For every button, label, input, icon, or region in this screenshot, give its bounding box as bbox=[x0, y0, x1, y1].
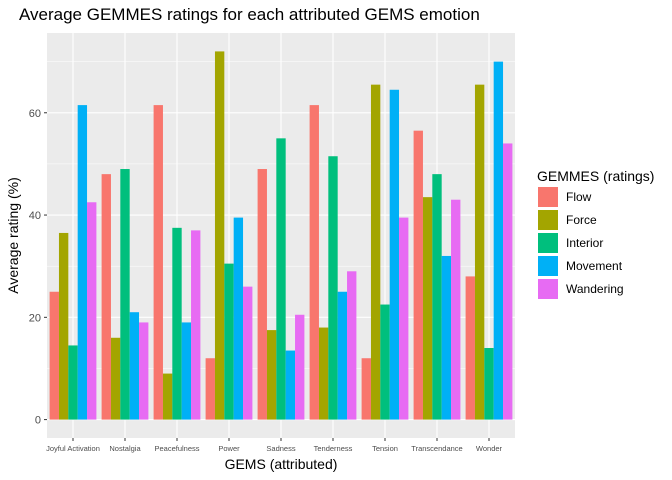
legend-swatch bbox=[538, 187, 558, 207]
legend-label: Wandering bbox=[566, 282, 624, 296]
bar bbox=[101, 174, 111, 420]
legend-label: Flow bbox=[566, 190, 592, 204]
bar bbox=[399, 217, 409, 420]
bar bbox=[432, 174, 442, 420]
y-tick-label: 60 bbox=[29, 108, 41, 120]
bar bbox=[422, 197, 433, 420]
bar bbox=[493, 61, 504, 420]
bar bbox=[413, 130, 423, 420]
bar bbox=[318, 327, 329, 420]
bars bbox=[49, 51, 513, 420]
bar bbox=[191, 230, 201, 420]
y-tick-label: 0 bbox=[35, 415, 41, 427]
bar bbox=[328, 156, 338, 420]
bar bbox=[139, 322, 149, 420]
x-tick-label: Sadness bbox=[266, 444, 295, 453]
x-tick-label: Transcendance bbox=[411, 444, 462, 453]
bar bbox=[243, 286, 253, 420]
legend: GEMMES (ratings) Flow Force Interior Moveme… bbox=[537, 168, 654, 299]
bar bbox=[337, 291, 348, 420]
bar bbox=[205, 358, 215, 420]
bar bbox=[389, 89, 400, 420]
bar bbox=[451, 199, 461, 420]
bar bbox=[380, 304, 390, 420]
bar bbox=[276, 138, 286, 420]
y-axis: 0 20 40 60 bbox=[29, 108, 47, 427]
legend-swatch bbox=[538, 233, 558, 253]
bar bbox=[465, 276, 475, 420]
x-tick-label: Joyful Activation bbox=[46, 444, 100, 453]
bar bbox=[285, 350, 296, 420]
legend-swatch bbox=[538, 256, 558, 276]
bar bbox=[172, 227, 182, 420]
bar bbox=[110, 337, 121, 420]
bar bbox=[224, 263, 234, 420]
x-axis: Joyful Activation Nostalgia Peacefulness Po… bbox=[46, 438, 503, 453]
bar bbox=[129, 312, 140, 420]
legend-label: Interior bbox=[566, 236, 603, 250]
bar bbox=[68, 345, 78, 420]
x-axis-title: GEMS (attributed) bbox=[225, 456, 338, 472]
bar bbox=[347, 271, 357, 420]
y-tick-label: 40 bbox=[29, 210, 41, 222]
x-tick-label: Tension bbox=[372, 444, 398, 453]
x-tick-label: Tenderness bbox=[314, 444, 353, 453]
legend-label: Movement bbox=[566, 259, 623, 273]
bar bbox=[503, 143, 513, 420]
bar bbox=[257, 169, 267, 420]
bar bbox=[153, 105, 163, 420]
bar bbox=[309, 105, 319, 420]
x-tick-label: Wonder bbox=[476, 444, 503, 453]
bar bbox=[233, 217, 244, 420]
bar bbox=[77, 105, 88, 420]
bar bbox=[370, 84, 381, 420]
bar bbox=[162, 373, 173, 420]
x-tick-label: Power bbox=[218, 444, 240, 453]
legend-title: GEMMES (ratings) bbox=[537, 168, 654, 184]
bar bbox=[484, 348, 494, 420]
chart-title: Average GEMMES ratings for each attribut… bbox=[19, 5, 480, 24]
bar bbox=[49, 291, 59, 420]
legend-label: Force bbox=[566, 213, 597, 227]
bar bbox=[441, 255, 452, 420]
bar bbox=[214, 51, 225, 420]
bar bbox=[181, 322, 192, 420]
bar bbox=[361, 358, 371, 420]
bar bbox=[474, 84, 485, 420]
x-tick-label: Peacefulness bbox=[154, 444, 199, 453]
legend-swatch bbox=[538, 210, 558, 230]
bar bbox=[120, 169, 130, 420]
legend-swatch bbox=[538, 279, 558, 299]
x-tick-label: Nostalgia bbox=[109, 444, 141, 453]
y-axis-title: Average rating (%) bbox=[5, 177, 21, 293]
bar bbox=[266, 330, 277, 420]
bar bbox=[295, 314, 305, 420]
bar bbox=[87, 202, 97, 420]
y-tick-label: 20 bbox=[29, 312, 41, 324]
bar bbox=[58, 232, 69, 420]
